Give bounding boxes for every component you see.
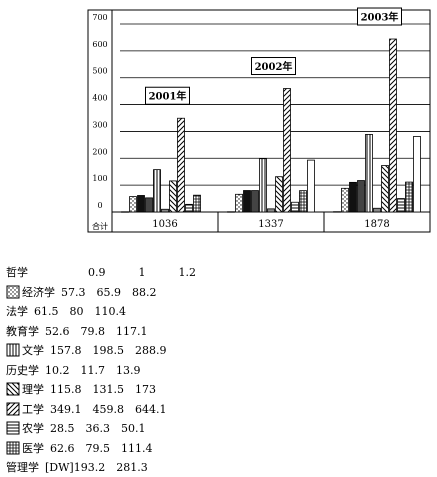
legend-values: 157.8 198.5 288.9 xyxy=(50,344,167,357)
bar xyxy=(267,208,275,213)
legend-swatch xyxy=(6,402,20,415)
bar xyxy=(291,201,299,213)
legend-label: 历史学 xyxy=(6,363,39,377)
bar xyxy=(227,211,235,213)
legend-label: 医学 xyxy=(22,441,44,455)
legend-item: 历史学 10.2 11.7 13.9 xyxy=(6,360,140,380)
bar xyxy=(283,88,291,213)
bar xyxy=(373,207,381,213)
legend-label: 经济学 xyxy=(22,285,55,299)
year-annotation: 2003年 xyxy=(361,11,399,24)
bar xyxy=(153,169,161,213)
legend-values: 10.2 11.7 13.9 xyxy=(45,363,141,377)
legend-item: 法学 61.5 80 110.4 xyxy=(6,301,126,321)
legend-swatch xyxy=(6,441,20,454)
legend-label: 农学 xyxy=(22,422,44,435)
year-annotation: 2001年 xyxy=(149,90,187,103)
legend-swatch xyxy=(6,382,20,396)
legend-values: 349.1 459.8 644.1 xyxy=(50,402,167,416)
y-tick-label: 400 xyxy=(92,94,107,103)
legend-values: 52.6 79.8 117.1 xyxy=(45,324,148,338)
legend-label: 文学 xyxy=(22,344,44,357)
bar xyxy=(397,198,405,213)
legend-item: 文学 157.8 198.5 288.9 xyxy=(6,340,166,360)
bar xyxy=(177,117,185,213)
bar xyxy=(365,134,373,213)
legend-item: 理学 115.8 131.5 173 xyxy=(6,379,156,399)
year-annotation: 2002年 xyxy=(255,60,293,73)
bar xyxy=(185,203,193,213)
chart-frame xyxy=(87,9,431,233)
year-annotation-box xyxy=(357,7,402,26)
legend-values: 115.8 131.5 173 xyxy=(50,383,156,396)
legend-item: 工学 349.1 459.8 644.1 xyxy=(6,399,166,419)
legend-item: 经济学 57.3 65.9 88.2 xyxy=(6,282,156,302)
bar xyxy=(389,38,397,213)
bar xyxy=(137,195,145,213)
y-tick-label: 100 xyxy=(92,174,107,183)
x-tick-label: 1878 xyxy=(364,219,389,230)
bar xyxy=(333,211,341,213)
legend-label: 法学 xyxy=(6,305,28,318)
x-tick-label: 1036 xyxy=(152,219,177,230)
legend-label: 哲学 xyxy=(6,266,28,279)
bar xyxy=(299,190,307,213)
y-tick-label: 500 xyxy=(92,67,107,76)
legend-label: 工学 xyxy=(22,402,44,416)
legend-values: 57.3 65.9 88.2 xyxy=(61,285,157,299)
legend-item: 教育学 52.6 79.8 117.1 xyxy=(6,321,147,341)
bar xyxy=(145,197,153,213)
bar xyxy=(259,158,267,213)
bar xyxy=(275,176,283,213)
bar xyxy=(243,190,251,213)
legend-swatch xyxy=(6,421,20,435)
x-tick-label: 1337 xyxy=(258,219,283,230)
bar xyxy=(341,187,349,213)
y-axis-label: 合计 xyxy=(92,221,108,231)
bar xyxy=(357,180,365,213)
legend-swatch xyxy=(6,343,20,357)
bar xyxy=(413,136,421,213)
legend-item: 农学 28.5 36.3 50.1 xyxy=(6,418,145,438)
bar xyxy=(169,180,177,213)
legend-label: 管理学 xyxy=(6,461,39,474)
y-tick-label: 300 xyxy=(92,120,107,129)
bar xyxy=(161,208,169,213)
bar xyxy=(193,194,201,213)
legend-item: 医学 62.6 79.5 111.4 xyxy=(6,438,152,458)
legend-values: 0.9 1 1.2 xyxy=(88,266,196,279)
legend-item: 管理学 [DW]193.2 281.3 xyxy=(6,457,148,477)
bar xyxy=(349,181,357,213)
legend-label: 理学 xyxy=(22,383,44,396)
legend-swatch xyxy=(6,285,20,298)
year-annotation-box xyxy=(251,57,296,76)
legend-label: 教育学 xyxy=(6,324,39,338)
year-annotation-box xyxy=(145,86,190,105)
y-tick-label: 200 xyxy=(92,147,107,156)
legend-values: 61.5 80 110.4 xyxy=(34,305,126,318)
bar xyxy=(381,165,389,213)
y-tick-label: 600 xyxy=(92,40,107,49)
bar xyxy=(235,193,243,213)
legend-values: 28.5 36.3 50.1 xyxy=(50,422,146,435)
bar xyxy=(251,190,259,213)
legend-item: 哲学 0.9 1 1.2 xyxy=(6,262,196,282)
bar xyxy=(121,211,129,213)
legend-values: [DW]193.2 281.3 xyxy=(45,461,148,474)
bar xyxy=(307,159,315,213)
legend-values: 62.6 79.5 111.4 xyxy=(50,441,153,455)
bar xyxy=(129,196,137,213)
y-tick-label: 0 xyxy=(97,201,102,210)
legend: 哲学 0.9 1 1.2 经济学 57.3 65.9 88.2 法学 61.5 80 11… xyxy=(6,262,196,474)
chart: 0 100 200 300 400 500 600 700 合计 1036 1337 1878 200… xyxy=(87,7,431,233)
bar xyxy=(405,181,413,213)
y-tick-label: 700 xyxy=(92,13,107,22)
